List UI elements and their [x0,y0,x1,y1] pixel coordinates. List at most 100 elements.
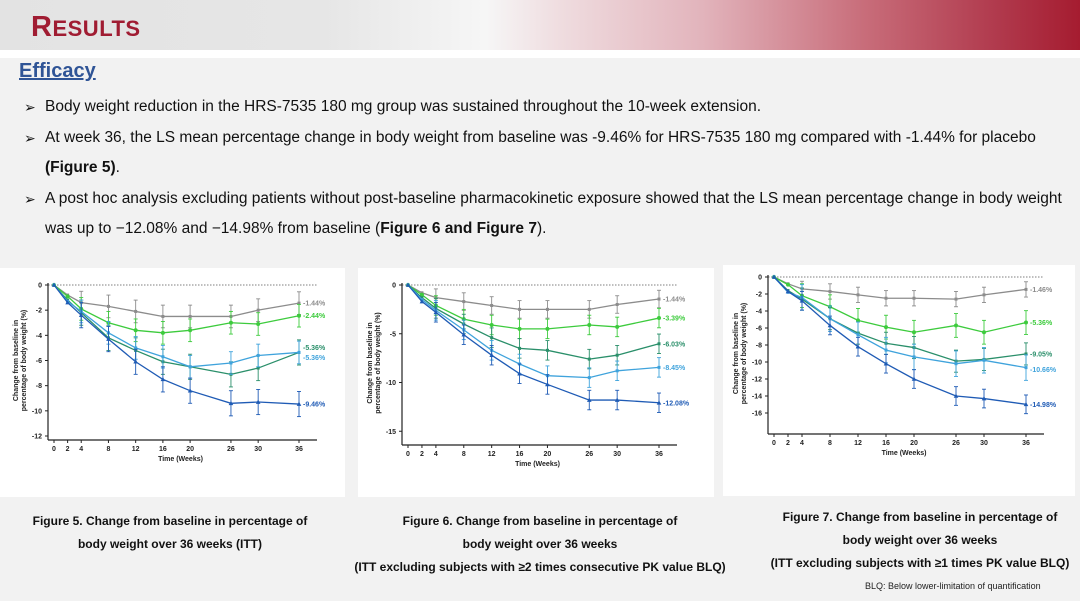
bullet-text: Body weight reduction in the HRS-7535 18… [45,98,762,115]
data-point [161,314,165,318]
x-tick-label: 4 [434,451,438,458]
data-point [657,316,661,321]
bullet-list: ➢ Body weight reduction in the HRS-7535 1… [24,92,1074,245]
end-value-label: -6.03% [663,341,686,348]
x-tick-label: 26 [227,446,235,453]
series-hrs-7535-30-mg: -2.44% [52,283,326,345]
x-tick-label: 12 [488,451,496,458]
data-point [297,313,301,318]
x-tick-label: 4 [800,440,804,447]
y-axis-label-line: Change from baseline in [733,313,740,394]
x-tick-label: 30 [254,446,262,453]
y-tick-label: -4 [36,333,42,340]
figure-7-chart: 0 -2 -4 -6 -8 -10 -12 -14 -16 0 2 4 8 12 16 20 26 30 36 Tim… [733,274,1057,457]
data-point [981,396,987,401]
data-point [545,381,550,387]
data-point [855,344,861,349]
y-axis-label-line: percentage of body weight (%) [375,312,382,414]
y-tick-label: -2 [756,292,762,299]
y-tick-label: -14 [752,394,762,401]
series-line [773,276,1027,369]
data-point [856,333,860,337]
data-point [297,301,301,305]
data-point [188,328,193,333]
y-axis-label: Change from baseline inpercentage of bod… [13,310,28,412]
data-point [433,309,439,315]
arrowhead-icon: ➢ [24,190,36,207]
bullet-item: ➢ A post hoc analysis excluding patients … [24,184,1074,245]
data-point [1023,401,1029,407]
data-point [785,288,791,294]
data-point [65,300,70,305]
y-tick-label: 0 [392,283,396,290]
caption-line: (ITT excluding subjects with ≥2 times co… [354,560,726,574]
data-point [255,399,261,404]
data-point [256,366,260,370]
data-point [160,376,166,382]
bullet-text: At week 36, the LS mean percentage chang… [45,128,1036,146]
x-tick-label: 20 [544,451,552,458]
figure-5-chart: 0 -2 -4 -6 -8 -10 -12 0 2 4 8 12 16 20 26 30 36 Time (Wee… [13,282,326,463]
x-tick-label: 12 [854,440,862,447]
end-value-label: -2.44% [303,313,326,320]
data-point [420,296,424,300]
data-point [657,365,661,369]
end-value-label: -3.39% [663,316,686,323]
y-axis-label: Change from baseline inpercentage of bod… [367,312,382,414]
y-tick-label: -12 [752,377,762,384]
y-axis-label-line: percentage of body weight (%) [21,310,28,412]
data-point [912,330,916,335]
bullet-text: Figure 6 and Figure 7 [380,220,537,237]
caption-line: body weight over 36 weeks [462,537,618,551]
y-tick-label: -2 [36,308,42,315]
data-point [489,322,494,327]
bullet-item: ➢ Body weight reduction in the HRS-7535 1… [24,92,1074,123]
data-point [828,289,832,293]
x-tick-label: 0 [406,451,410,458]
data-point [517,371,522,376]
data-point [256,322,261,327]
data-point [490,303,494,307]
data-point [587,376,591,380]
data-point [106,304,110,308]
x-tick-label: 2 [420,451,424,458]
caption-line: Figure 6. Change from baseline in percen… [402,514,678,528]
y-tick-label: -6 [36,358,42,365]
x-tick-label: 4 [79,446,83,453]
x-tick-label: 16 [882,440,890,447]
data-point [297,350,301,354]
x-tick-label: 30 [980,440,988,447]
data-point [954,297,958,301]
caption-line: Figure 7. Change from baseline in percen… [782,510,1058,524]
end-value-label: -1.46% [1030,287,1053,294]
data-point [954,362,958,366]
caption-line: body weight over 36 weeks [842,533,998,547]
end-value-label: -1.44% [663,297,686,304]
x-tick-label: 0 [772,440,776,447]
data-point [912,296,916,300]
y-tick-label: -5 [390,331,396,338]
data-point [786,282,790,287]
header-banner: RESULTS [0,0,1080,50]
series-line [407,284,660,311]
data-point [954,323,958,328]
data-point [188,365,192,369]
title-rest: ESULTS [52,16,141,41]
x-axis-label: Time (Weeks) [158,456,203,463]
x-tick-label: 12 [132,446,140,453]
data-point [1024,320,1028,325]
figure-7-caption: Figure 7. Change from baseline in percen… [760,506,1080,575]
x-tick-label: 20 [186,446,194,453]
end-value-label: -9.46% [303,402,326,409]
figure-6-panel: 0 -5 -10 -15 0 2 4 8 12 16 20 26 30 36 Time (Weeks) Cha… [358,268,714,497]
data-point [461,332,467,337]
data-point [256,308,260,312]
figure-5-caption: Figure 5. Change from baseline in percen… [20,510,320,556]
data-point [545,307,549,311]
figure-5-panel: 0 -2 -4 -6 -8 -10 -12 0 2 4 8 12 16 20 26 30 36 Time (Wee… [0,268,345,497]
bullet-text: . [115,159,120,176]
footnote: BLQ: Below lower-limitation of quantific… [865,581,1041,591]
data-point [518,346,522,350]
data-point [133,359,138,364]
data-point [419,292,424,297]
